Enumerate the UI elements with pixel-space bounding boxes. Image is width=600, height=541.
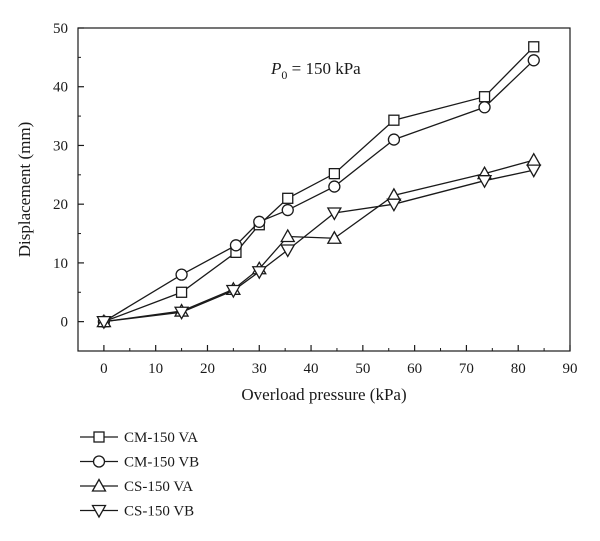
x-tick-label: 40 xyxy=(304,361,319,377)
legend-label: CS-150 VA xyxy=(124,479,193,495)
data-point xyxy=(281,203,294,217)
x-axis-ticks: 0 10 20 30 40 50 60 70 80 90 xyxy=(100,345,578,377)
y-tick-label: 10 xyxy=(53,256,68,272)
data-point xyxy=(526,164,542,178)
data-point xyxy=(253,215,266,228)
series-line xyxy=(103,59,535,323)
series-1 xyxy=(97,54,540,328)
series-2 xyxy=(96,152,542,328)
data-point xyxy=(280,228,296,243)
data-point xyxy=(251,266,267,280)
y-tick-label: 30 xyxy=(53,138,68,154)
legend-label: CS-150 VB xyxy=(124,504,194,520)
data-point xyxy=(175,268,188,281)
plot-frame xyxy=(77,27,571,352)
x-tick-label: 80 xyxy=(511,361,526,377)
data-point xyxy=(326,207,342,221)
series-line xyxy=(103,169,534,323)
x-tick-label: 10 xyxy=(148,361,163,377)
data-point xyxy=(478,101,491,114)
y-axis-label: Displacement (mm) xyxy=(15,122,34,258)
data-point xyxy=(280,244,296,258)
data-point xyxy=(528,41,540,53)
legend-item: CM-150 VB xyxy=(80,455,199,471)
data-point xyxy=(386,198,402,213)
data-point xyxy=(225,284,241,299)
x-tick-label: 90 xyxy=(563,361,578,377)
x-axis-label: Overload pressure (kPa) xyxy=(241,385,406,404)
data-point xyxy=(476,175,493,189)
annotation-value: = 150 kPa xyxy=(287,59,361,78)
legend-marker xyxy=(91,478,107,492)
x-tick-label: 20 xyxy=(200,361,215,377)
data-point xyxy=(175,286,188,298)
legend-item: CS-150 VA xyxy=(80,478,193,495)
data-point xyxy=(328,180,341,193)
legend-label: CM-150 VB xyxy=(124,455,199,471)
data-point xyxy=(527,54,540,67)
legend-marker xyxy=(91,504,107,519)
data-point xyxy=(326,230,342,244)
y-tick-label: 20 xyxy=(53,197,68,213)
series-layer xyxy=(96,41,542,330)
legend-marker xyxy=(92,455,106,468)
legend-item: CS-150 VB xyxy=(80,504,194,520)
x-tick-label: 70 xyxy=(459,361,474,377)
y-axis-ticks: 0 10 20 30 40 50 xyxy=(53,21,84,331)
data-point xyxy=(387,133,401,146)
data-point xyxy=(328,167,341,180)
data-point xyxy=(478,91,491,103)
legend-label: CM-150 VA xyxy=(124,430,198,446)
x-tick-label: 0 xyxy=(100,361,108,377)
data-point xyxy=(229,239,243,252)
data-point xyxy=(96,315,112,330)
series-3 xyxy=(96,164,542,330)
legend-item: CM-150 VA xyxy=(80,430,198,446)
y-tick-label: 40 xyxy=(53,80,68,96)
y-tick-label: 0 xyxy=(61,315,69,331)
x-tick-label: 60 xyxy=(407,361,422,377)
data-point xyxy=(526,152,542,166)
annotation-subscript: 0 xyxy=(281,68,287,82)
annotation-symbol: P xyxy=(270,59,281,78)
legend: CM-150 VA CM-150 VB CS-150 VA CS-150 VB xyxy=(80,430,199,520)
data-point xyxy=(173,306,190,321)
y-tick-label: 50 xyxy=(53,21,68,37)
data-point xyxy=(282,192,294,204)
legend-marker xyxy=(93,431,105,443)
pressure-annotation: P0 = 150 kPa xyxy=(270,59,361,82)
x-tick-label: 30 xyxy=(252,361,267,377)
x-tick-label: 50 xyxy=(355,361,370,377)
data-point xyxy=(388,114,400,126)
